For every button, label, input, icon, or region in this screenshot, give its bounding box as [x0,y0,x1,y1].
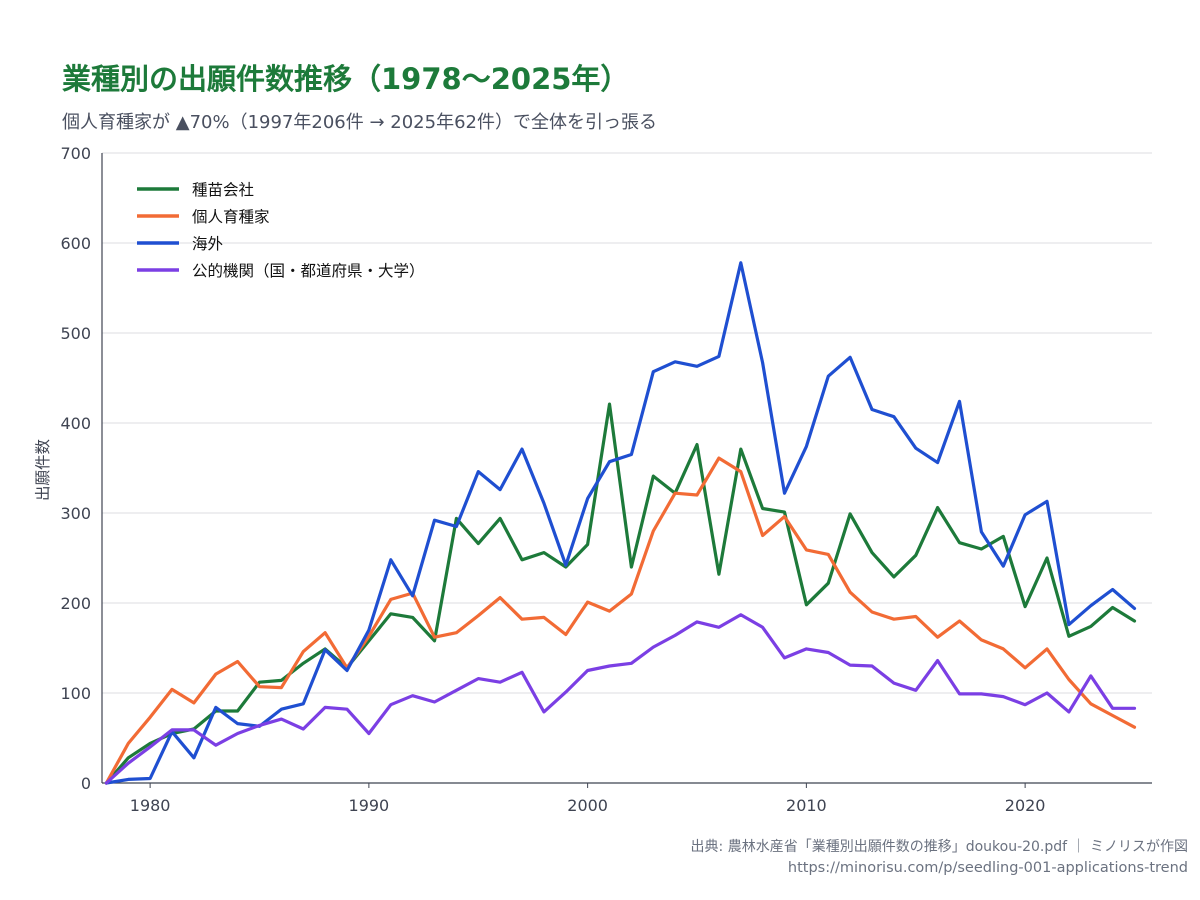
y-tick-label: 700 [60,144,91,163]
series-line-3 [104,261,1137,785]
x-tick-label: 2020 [1005,796,1046,815]
legend-label-1: 種苗会社 [192,181,254,199]
legend-label-3: 海外 [192,235,223,253]
x-tick-label: 1980 [130,796,171,815]
legend-label-4: 公的機関（国・都道府県・大学） [192,262,425,280]
series-line-2 [104,456,1137,785]
y-tick-label: 100 [60,684,91,703]
x-tick-label: 1990 [349,796,390,815]
y-tick-label: 500 [60,324,91,343]
source-url[interactable]: https://minorisu.com/p/seedling-001-appl… [787,860,1188,876]
y-tick-label: 0 [81,774,91,793]
series-line-1 [104,402,1137,785]
source-credit: 出典: 農林水産省「業種別出願件数の推移」doukou-20.pdf ｜ ミノリ… [690,839,1188,855]
y-tick-label: 400 [60,414,91,433]
chart-subtitle: 個人育種家が ▲70%（1997年206件 → 2025年62件）で全体を引っ張… [62,112,657,133]
series-line-4 [104,613,1137,785]
legend-label-2: 個人育種家 [192,208,270,226]
x-tick-label: 2000 [567,796,608,815]
y-tick-label: 200 [60,594,91,613]
y-axis-label: 出願件数 [34,439,52,502]
y-tick-label: 600 [60,234,91,253]
chart-title: 業種別の出願件数推移（1978〜2025年） [62,62,630,96]
y-tick-label: 300 [60,504,91,523]
x-tick-label: 2010 [786,796,827,815]
